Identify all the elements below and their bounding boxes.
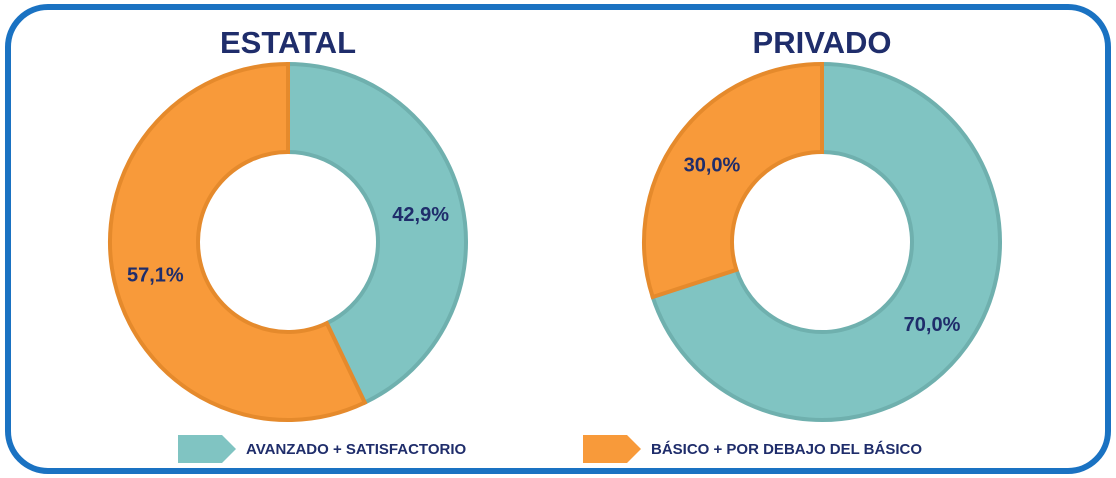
donut-segment <box>108 61 368 422</box>
data-label: 70,0% <box>904 314 961 336</box>
frame <box>5 4 1111 474</box>
data-label: 42,9% <box>392 204 449 226</box>
donut-segment <box>642 61 824 300</box>
legend-label: BÁSICO + POR DEBAJO DEL BÁSICO <box>651 441 922 458</box>
donut-segment <box>650 61 1002 422</box>
legend-swatch <box>178 435 236 463</box>
chart-title: ESTATAL <box>220 25 356 60</box>
data-label: 57,1% <box>127 264 184 286</box>
data-label: 30,0% <box>684 154 741 176</box>
chart-title: PRIVADO <box>753 25 892 60</box>
legend-swatch <box>583 435 641 463</box>
donut-segment <box>286 61 468 406</box>
legend-label: AVANZADO + SATISFACTORIO <box>246 441 466 458</box>
